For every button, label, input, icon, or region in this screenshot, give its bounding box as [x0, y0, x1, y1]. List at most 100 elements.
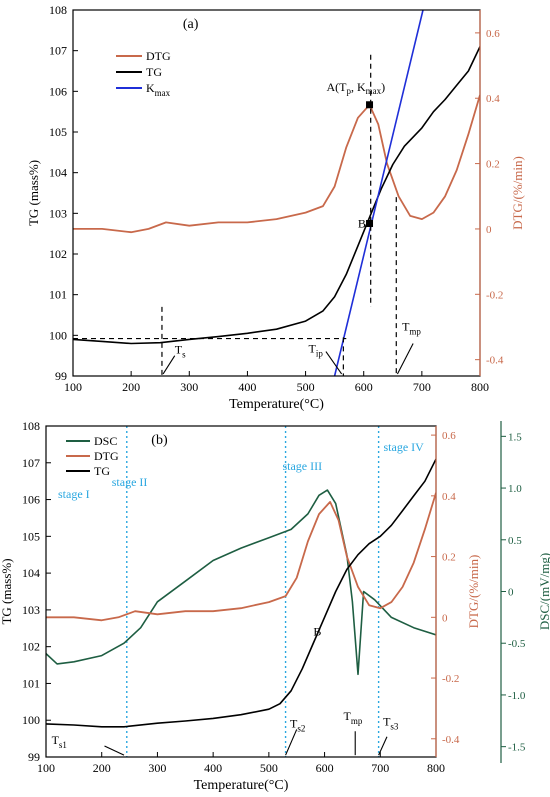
series-dsc-line: [46, 489, 436, 676]
y2-tick-label: 0.2: [486, 159, 500, 171]
y3-tick-label: -1.0: [508, 690, 526, 702]
y2-tick-label: 0: [442, 612, 448, 624]
ts-arrow: [162, 355, 176, 375]
x-axis-label: Temperature(°C): [229, 397, 324, 412]
x-axis-label: Temperature(°C): [194, 778, 289, 793]
panel-a: 100 200 300 400 500 600 700 800 Temperature(°C) 9…: [26, 3, 525, 412]
stage-label: stage II: [112, 475, 148, 489]
y3-tick-label: 1.5: [508, 431, 522, 443]
y-tick-label: 101: [49, 288, 67, 302]
y-tick-label: 105: [22, 529, 40, 543]
point-b-label: B: [358, 217, 366, 231]
legend-label-kmax: Kmax: [146, 81, 171, 98]
x-tick-label: 400: [238, 380, 256, 394]
y3-tick-label: 0: [508, 587, 514, 599]
x-tick-label: 700: [413, 380, 431, 394]
y-tick-label: 108: [49, 3, 67, 17]
y-tick-label: 107: [49, 44, 67, 58]
stage-label: stage I: [58, 487, 90, 501]
tmp-label: Tmp: [402, 320, 421, 337]
x-tick-label: 300: [148, 761, 166, 775]
x-tick-label: 400: [204, 761, 222, 775]
point-b-marker: [366, 220, 374, 227]
y-tick-label: 106: [22, 493, 40, 507]
y-tick-label: 100: [49, 328, 67, 342]
y-tick-label: 107: [22, 456, 40, 470]
y2-tick-label: 0.4: [442, 491, 456, 503]
legend-label-dtg: DTG: [94, 449, 119, 463]
y2-tick-label: -0.4: [486, 355, 504, 367]
point-a-label: A(Tp, Kmax): [327, 80, 386, 96]
ts2-label: Ts2: [290, 717, 305, 734]
y2-tick-label: -0.2: [486, 289, 503, 301]
y3-axis-label: DSC/(mV/mg): [537, 553, 550, 630]
y2-axis-label: DTG/(%/min): [466, 555, 481, 629]
legend-label-tg: TG: [94, 464, 110, 478]
point-a-marker: [366, 101, 374, 109]
y2-tick-label: 0.4: [486, 93, 500, 105]
x-tick-label: 500: [260, 761, 278, 775]
x-tick-label: 600: [355, 380, 373, 394]
y-tick-label: 100: [22, 713, 40, 727]
ts1-arrow: [104, 745, 125, 756]
legend-label-dtg: DTG: [146, 49, 171, 63]
ts-label: Ts: [175, 343, 186, 360]
y-axis-label: TG (mass%): [0, 558, 14, 624]
y-axis-label: TG (mass%): [26, 160, 41, 226]
ts3-label: Ts3: [383, 715, 399, 732]
series-tg-line: [73, 46, 480, 345]
tip-arrow: [325, 351, 343, 375]
plot-frame: [72, 9, 481, 377]
y2-tick-label: 0.2: [442, 552, 456, 564]
y3-tick-label: 1.0: [508, 483, 522, 495]
x-tick-label: 100: [37, 761, 55, 775]
series-dtg-line: [73, 94, 480, 234]
panel-b: 100 200 300 400 500 600 700 800 Temperature(°C) 9…: [0, 419, 550, 793]
y-tick-label: 105: [49, 125, 67, 139]
y2-axis-label: DTG/(%/min): [510, 156, 525, 230]
x-tick-label: 800: [471, 380, 489, 394]
panel-label: (a): [183, 17, 199, 32]
y-tick-label: 102: [22, 640, 40, 654]
y-tick-label: 106: [49, 84, 67, 98]
point-b-label: B: [313, 625, 321, 639]
ts1-label: Ts1: [52, 733, 67, 750]
series-dtg-line: [46, 492, 436, 622]
y-tick-label: 99: [28, 750, 40, 764]
x-tick-label: 200: [122, 380, 140, 394]
x-tick-label: 700: [371, 761, 389, 775]
y2-tick-label: -0.2: [442, 673, 459, 685]
y-tick-label: 99: [55, 369, 67, 383]
stage-label: stage III: [282, 459, 322, 473]
panel-label: (b): [151, 433, 168, 448]
x-tick-label: 300: [180, 380, 198, 394]
y3-tick-label: -0.5: [508, 638, 526, 650]
series-kmax-line: [333, 10, 424, 376]
ts3-arrow: [378, 736, 388, 756]
y-tick-label: 103: [49, 206, 67, 220]
y2-tick-label: 0: [486, 224, 492, 236]
y-tick-label: 101: [22, 676, 40, 690]
y2-tick-label: 0.6: [486, 28, 500, 40]
legend-label-dsc: DSC: [94, 434, 117, 448]
x-tick-label: 600: [316, 761, 334, 775]
series-tg-line: [46, 458, 436, 728]
tip-label: Tip: [308, 342, 323, 359]
x-tick-label: 100: [64, 380, 82, 394]
y3-tick-label: -1.5: [508, 742, 526, 754]
ts2-arrow: [285, 729, 298, 756]
stage-label: stage IV: [384, 440, 425, 454]
y-tick-label: 102: [49, 247, 67, 261]
y-tick-label: 103: [22, 603, 40, 617]
x-tick-label: 200: [93, 761, 111, 775]
x-tick-label: 800: [427, 761, 445, 775]
y-tick-label: 104: [22, 566, 40, 580]
y2-tick-label: -0.4: [442, 734, 460, 746]
y-tick-label: 108: [22, 419, 40, 433]
tmp-label: Tmp: [344, 709, 363, 726]
legend-label-tg: TG: [146, 65, 162, 79]
y2-tick-label: 0.6: [442, 430, 456, 442]
y3-tick-label: 0.5: [508, 535, 522, 547]
x-tick-label: 500: [297, 380, 315, 394]
